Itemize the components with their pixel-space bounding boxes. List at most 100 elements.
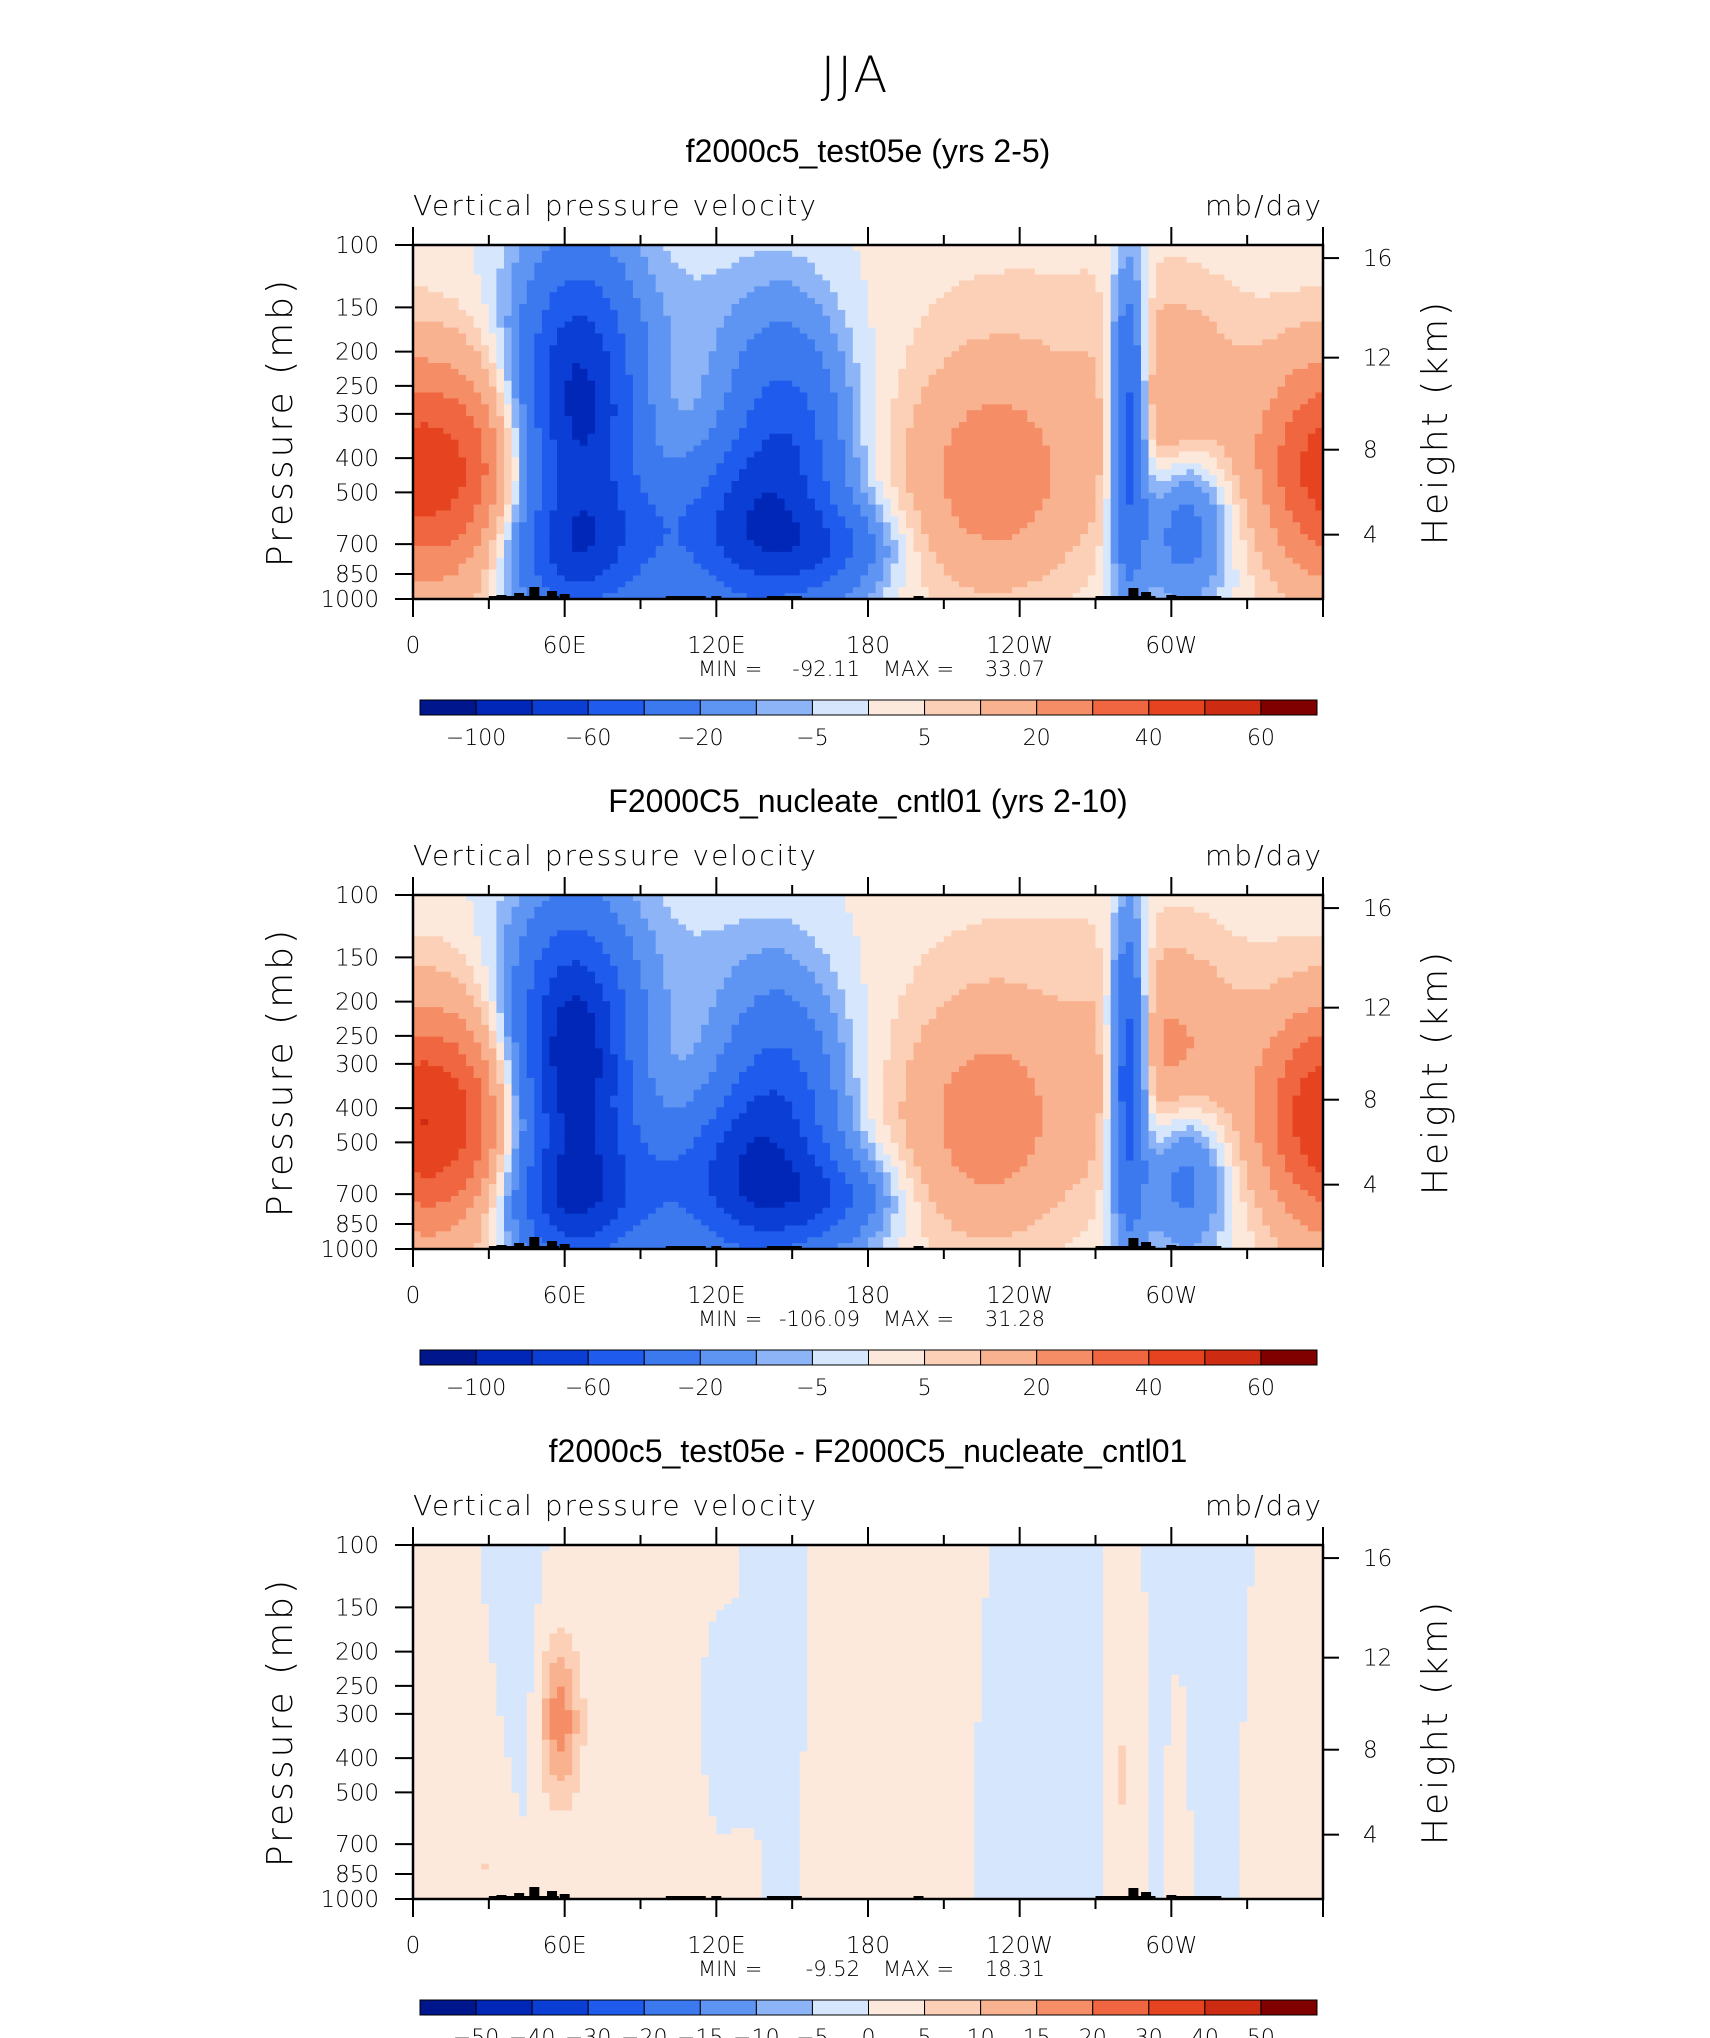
- contour-cell: [1034, 333, 1044, 340]
- contour-cell: [602, 286, 611, 293]
- contour-cell: [443, 463, 452, 470]
- contour-cell: [473, 475, 482, 482]
- contour-cell: [640, 510, 649, 517]
- contour-cell: [504, 557, 513, 565]
- contour-cell: [830, 374, 839, 382]
- contour-cell: [420, 268, 429, 276]
- contour-cell: [746, 504, 755, 512]
- contour-cell: [610, 451, 619, 458]
- contour-cell: [534, 504, 543, 512]
- contour-cell: [549, 345, 558, 352]
- contour-cell: [868, 481, 877, 488]
- contour-cell: [511, 363, 520, 370]
- contour-cell: [708, 545, 717, 553]
- contour-cell: [610, 416, 619, 423]
- contour-cell: [799, 504, 808, 512]
- contour-cell: [519, 404, 528, 411]
- contour-cell: [473, 422, 482, 429]
- contour-cell: [959, 486, 968, 494]
- contour-cell: [951, 581, 960, 588]
- contour-cell: [739, 481, 748, 488]
- contour-cell: [928, 427, 937, 435]
- contour-cell: [936, 256, 945, 264]
- contour-cell: [488, 309, 498, 317]
- contour-cell: [731, 286, 740, 293]
- contour-cell: [936, 439, 945, 447]
- contour-cell: [617, 510, 626, 517]
- contour-cell: [443, 451, 452, 458]
- contour-cell: [913, 357, 922, 364]
- contour-cell: [450, 339, 460, 346]
- contour-cell: [723, 498, 733, 506]
- contour-cell: [845, 469, 854, 476]
- contour-cell: [655, 534, 664, 541]
- contour-cell: [860, 534, 869, 541]
- contour-cell: [716, 457, 725, 464]
- contour-cell: [686, 433, 695, 441]
- contour-cell: [473, 545, 482, 553]
- contour-cell: [496, 528, 505, 535]
- contour-cell: [428, 374, 437, 382]
- contour-cell: [701, 587, 710, 594]
- contour-cell: [974, 345, 983, 352]
- contour-cell: [686, 392, 695, 399]
- contour-cell: [822, 469, 831, 476]
- contour-cell: [989, 380, 998, 388]
- contour-cell: [504, 374, 513, 382]
- contour-cell: [890, 363, 899, 370]
- contour-cell: [466, 404, 475, 411]
- contour-cell: [784, 380, 793, 388]
- contour-cell: [450, 587, 460, 594]
- contour-cell: [883, 380, 892, 388]
- contour-cell: [799, 386, 808, 394]
- contour-cell: [579, 262, 589, 270]
- contour-cell: [610, 245, 619, 252]
- contour-cell: [754, 469, 763, 476]
- contour-cell: [807, 392, 816, 399]
- contour-cell: [1034, 475, 1044, 482]
- contour-cell: [511, 280, 520, 287]
- contour-cell: [959, 309, 968, 317]
- contour-cell: [799, 398, 808, 405]
- contour-cell: [504, 575, 513, 582]
- contour-cell: [777, 551, 786, 559]
- contour-cell: [1004, 298, 1013, 305]
- contour-cell: [822, 445, 831, 453]
- contour-cell: [678, 357, 687, 364]
- contour-cell: [754, 457, 763, 464]
- contour-cell: [602, 545, 611, 553]
- contour-cell: [443, 327, 452, 335]
- contour-cell: [936, 245, 945, 252]
- contour-cell: [496, 510, 505, 517]
- contour-cell: [1027, 245, 1036, 252]
- contour-cell: [481, 498, 490, 506]
- contour-cell: [974, 327, 983, 335]
- contour-cell: [640, 569, 649, 576]
- contour-cell: [686, 551, 695, 559]
- contour-cell: [526, 268, 535, 276]
- contour-cell: [1004, 333, 1013, 340]
- contour-cell: [504, 345, 513, 352]
- contour-cell: [428, 339, 437, 346]
- contour-cell: [974, 469, 983, 476]
- contour-cell: [466, 569, 475, 576]
- contour-cell: [868, 510, 877, 517]
- contour-cell: [746, 274, 755, 281]
- contour-cell: [632, 410, 642, 417]
- contour-cell: [822, 286, 831, 293]
- contour-cell: [784, 392, 793, 399]
- contour-cell: [974, 492, 983, 500]
- contour-cell: [769, 575, 778, 582]
- contour-cell: [875, 333, 884, 340]
- contour-cell: [792, 551, 801, 559]
- contour-cell: [701, 563, 710, 571]
- contour-cell: [799, 256, 808, 264]
- contour-cell: [739, 333, 748, 340]
- contour-cell: [905, 404, 915, 411]
- contour-cell: [1034, 363, 1044, 370]
- contour-cell: [746, 557, 755, 565]
- contour-cell: [966, 363, 975, 370]
- contour-cell: [701, 410, 710, 417]
- contour-cell: [883, 569, 892, 576]
- contour-cell: [420, 557, 429, 565]
